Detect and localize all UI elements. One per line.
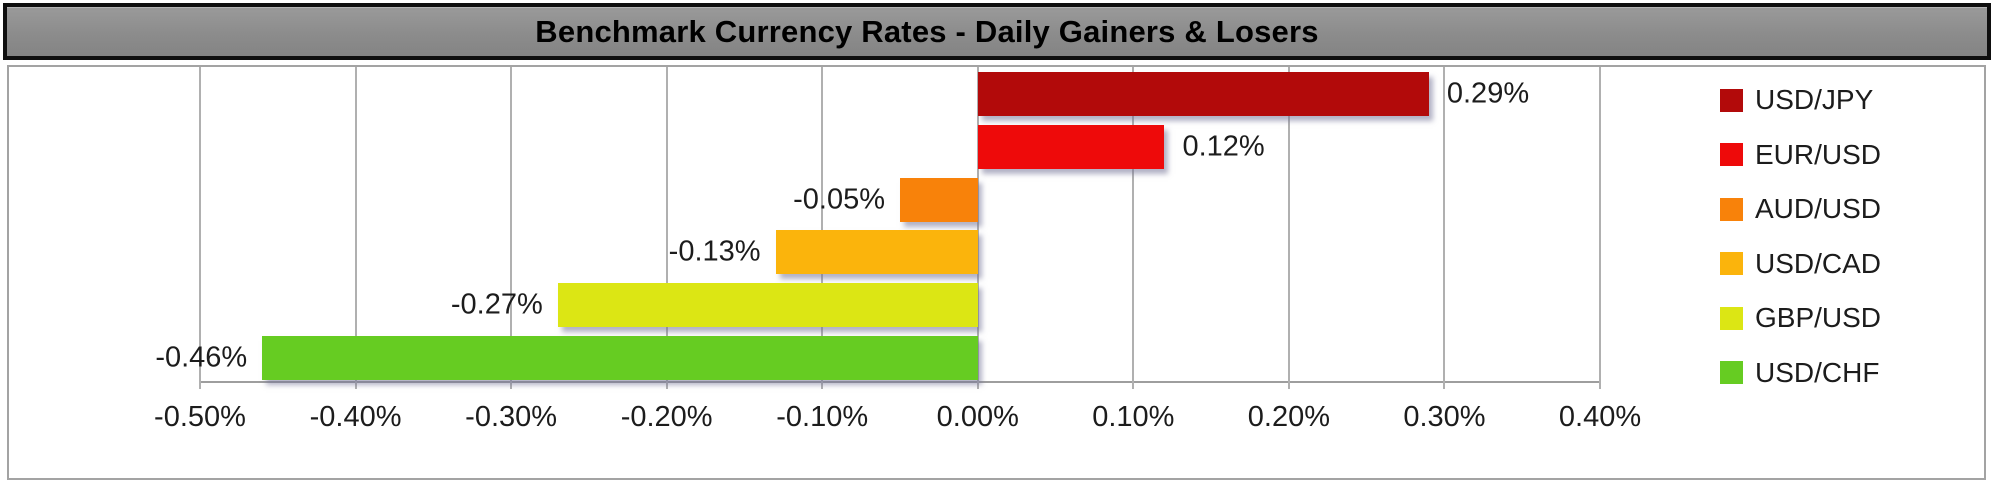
bar-usd-cad: [775, 230, 978, 275]
plot-frame: 0.29% 0.12% -0.05% -0.13% -0.27% -0.46% -0.50…: [7, 65, 1986, 480]
x-tick-label: 0.10%: [1092, 401, 1175, 433]
gridline: [354, 67, 357, 389]
legend-label: EUR/USD: [1755, 138, 1882, 170]
legend-swatch-icon: [1720, 143, 1743, 167]
legend-label: GBP/USD: [1755, 302, 1882, 334]
x-tick-label: -0.20%: [620, 401, 713, 433]
legend-item-usd-cad: USD/CAD: [1720, 237, 1970, 292]
plot-area: 0.29% 0.12% -0.05% -0.13% -0.27% -0.46%: [155, 67, 1601, 389]
x-tick-label: -0.10%: [776, 401, 869, 433]
legend-swatch-icon: [1720, 197, 1743, 221]
gridline: [199, 67, 201, 389]
legend-swatch-icon: [1720, 252, 1743, 276]
gridline: [821, 67, 824, 389]
x-tick-label: 0.30%: [1403, 401, 1486, 433]
value-label: -0.05%: [793, 183, 885, 216]
bar-usd-chf: [262, 335, 978, 380]
legend-item-eur-usd: EUR/USD: [1720, 128, 1970, 183]
value-label: -0.13%: [668, 235, 761, 268]
bar-gbp-usd: [557, 283, 978, 327]
x-axis: -0.50% -0.40% -0.30% -0.20% -0.10% 0.00% 0.10%…: [154, 387, 1641, 433]
x-tick-label: 0.40%: [1558, 401, 1642, 433]
legend-label: USD/JPY: [1755, 84, 1874, 116]
value-label: -0.27%: [450, 288, 543, 321]
gridline: [1132, 67, 1135, 389]
value-label: 0.12%: [1182, 130, 1265, 163]
gridline: [1287, 67, 1290, 389]
bar-aud-usd: [900, 177, 978, 222]
bar-eur-usd: [977, 125, 1165, 169]
gridline: [1599, 67, 1601, 389]
x-tick-label: 0.00%: [936, 401, 1019, 433]
value-label: -0.46%: [155, 341, 248, 374]
gridline: [1443, 67, 1446, 389]
gridline: [976, 67, 979, 389]
legend-label: AUD/USD: [1755, 193, 1882, 225]
x-tick-label: -0.40%: [309, 401, 402, 433]
legend-swatch-icon: [1720, 306, 1743, 330]
x-tick-label: -0.30%: [465, 401, 558, 433]
chart-title-bar: Benchmark Currency Rates - Daily Gainers…: [3, 3, 1991, 60]
gridline: [665, 67, 668, 389]
chart-title: Benchmark Currency Rates - Daily Gainers…: [535, 13, 1319, 49]
bar-usd-jpy: [977, 72, 1429, 117]
legend-label: USD/CAD: [1755, 247, 1882, 279]
legend: USD/JPY EUR/USD AUD/USD USD/CAD GBP/USD USD/C…: [1720, 73, 1970, 400]
value-label: 0.29%: [1446, 77, 1530, 110]
gridline: [510, 67, 513, 389]
legend-swatch-icon: [1720, 88, 1743, 112]
legend-label: USD/CHF: [1755, 356, 1880, 388]
legend-swatch-icon: [1720, 361, 1743, 385]
x-tick-label: -0.50%: [154, 401, 246, 433]
x-tick-label: 0.20%: [1247, 401, 1330, 433]
legend-item-usd-chf: USD/CHF: [1720, 346, 1970, 401]
legend-item-usd-jpy: USD/JPY: [1720, 73, 1970, 128]
legend-item-gbp-usd: GBP/USD: [1720, 291, 1970, 346]
legend-item-aud-usd: AUD/USD: [1720, 182, 1970, 237]
